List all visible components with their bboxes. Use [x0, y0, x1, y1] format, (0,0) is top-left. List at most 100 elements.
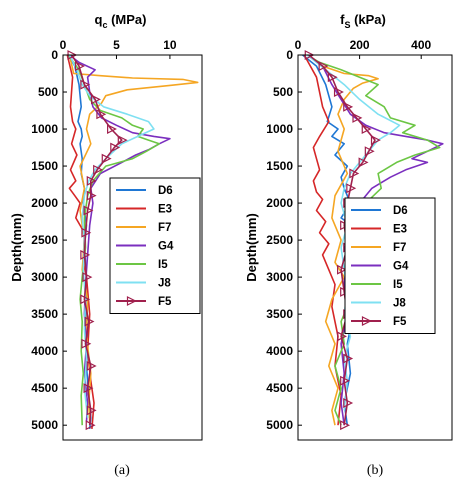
y-tick-label: 0	[286, 48, 293, 62]
series-marker-f5	[343, 101, 354, 112]
legend-label-f5: F5	[158, 296, 172, 308]
y-tick-label: 4000	[266, 344, 293, 358]
series-marker-f5	[86, 405, 97, 416]
series-marker-f5	[327, 72, 338, 83]
series-marker-f5	[107, 124, 117, 135]
title-main: f	[340, 12, 345, 27]
chart-panel-qc: qc (MPa) 0 5 10 0 500 1000 1500 2000 2500 3000 3500…	[9, 12, 203, 478]
legend-label-d6: D6	[393, 205, 408, 217]
y-tick-label: 5000	[31, 418, 58, 432]
legend-label-g4: G4	[158, 241, 174, 253]
legend: D6 E3 F7 G4 I5 J8 F5	[109, 177, 201, 314]
series-marker-f5	[84, 316, 95, 327]
legend-label-i5: I5	[393, 279, 403, 291]
series-marker-f5	[318, 61, 329, 72]
y-tick-label: 500	[273, 85, 293, 99]
x-tick-label: 400	[411, 38, 431, 52]
x-tick-label: 0	[295, 38, 302, 52]
y-tick-label: 4000	[31, 344, 58, 358]
legend-label-f7: F7	[393, 242, 406, 254]
series-marker-f5	[337, 331, 347, 342]
series-marker-f5	[352, 112, 363, 123]
series-marker-f5	[340, 375, 351, 386]
chart-title: qc (MPa)	[95, 12, 147, 30]
series-marker-f5	[81, 227, 92, 238]
y-tick-label: 4500	[266, 381, 293, 395]
y-tick-label: 2000	[31, 196, 58, 210]
series-marker-f5	[370, 135, 381, 146]
y-tick-label: 1000	[266, 122, 293, 136]
y-tick-label: 1000	[31, 122, 58, 136]
y-tick-label: 2500	[266, 233, 293, 247]
legend-label-j8: J8	[158, 278, 171, 290]
y-tick-label: 0	[51, 48, 58, 62]
series-line-f5	[70, 54, 123, 426]
series-marker-f5	[80, 294, 91, 305]
legend-label-f5: F5	[393, 316, 407, 328]
y-tick-label: 4500	[31, 381, 58, 395]
series-marker-f5	[74, 61, 85, 72]
series-marker-f5	[83, 205, 94, 216]
y-tick-label: 500	[38, 85, 58, 99]
series-marker-f5	[117, 135, 128, 146]
series-marker-f5	[337, 264, 347, 275]
series-marker-f5	[83, 383, 94, 394]
legend-label-i5: I5	[158, 259, 168, 271]
y-axis-label: Depth(mm)	[9, 213, 24, 282]
legend: D6 E3 F7 G4 I5 J8 F5	[344, 197, 436, 334]
series-marker-f5	[85, 420, 96, 431]
series-marker-f5	[90, 94, 101, 105]
legend-label-e3: E3	[393, 224, 407, 236]
y-tick-label: 2500	[31, 233, 58, 247]
series-marker-f5	[86, 360, 97, 371]
series-marker-f5	[110, 142, 121, 153]
series-marker-f5	[333, 87, 344, 97]
series-marker-f5	[80, 249, 91, 260]
x-tick-label: 200	[350, 38, 370, 52]
series-marker-f5	[101, 153, 112, 164]
legend-label-g4: G4	[393, 261, 409, 273]
x-tick-label: 0	[60, 38, 67, 52]
y-tick-label: 5000	[266, 418, 293, 432]
legend-label-j8: J8	[393, 298, 406, 310]
series-marker-f5	[80, 79, 91, 90]
title-subscript: S	[344, 20, 350, 30]
series-marker-f5	[82, 272, 93, 283]
series-marker-f5	[86, 190, 97, 201]
legend-marker-f5	[361, 316, 372, 326]
chart-panel-fs: fS (kPa)0 200 4000500100015002000250030003…	[244, 12, 453, 478]
series-marker-f5	[361, 124, 372, 135]
y-tick-label: 3000	[266, 270, 293, 284]
series-marker-f5	[358, 157, 369, 168]
y-tick-label: 1500	[266, 159, 293, 173]
panel-caption: (b)	[367, 463, 384, 478]
legend-marker-f5	[126, 296, 137, 306]
title-main: q	[95, 12, 103, 27]
plot-frame	[297, 54, 453, 441]
legend-label-f7: F7	[158, 222, 171, 234]
plot-frame	[62, 54, 203, 441]
series-marker-f5	[343, 353, 354, 364]
series-marker-f5	[364, 146, 375, 157]
series-marker-f5	[96, 109, 107, 120]
series-marker-f5	[340, 420, 351, 431]
series-marker-f5	[343, 398, 354, 408]
title-subscript: c	[102, 20, 107, 30]
title-unit: (MPa)	[107, 12, 146, 27]
series-marker-f5	[81, 338, 92, 349]
y-tick-label: 3500	[266, 307, 293, 321]
series-line-e3	[303, 54, 342, 426]
legend-label-e3: E3	[158, 204, 172, 216]
y-tick-label: 1500	[31, 159, 58, 173]
series-marker-f5	[349, 168, 360, 179]
y-axis-label: Depth(mm)	[244, 213, 259, 282]
x-tick-label: 5	[113, 38, 120, 52]
series-line-f5	[308, 54, 376, 426]
y-tick-label: 2000	[266, 196, 293, 210]
series-line-e3	[66, 54, 95, 429]
series-line-f7	[306, 54, 379, 426]
y-tick-label: 3500	[31, 307, 58, 321]
x-tick-label: 10	[163, 38, 177, 52]
series-marker-f5	[346, 183, 357, 194]
